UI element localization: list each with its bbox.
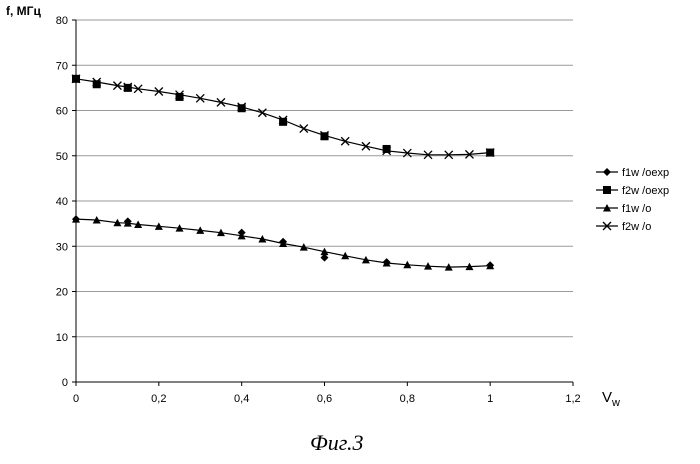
y-tick-label: 60 [56, 106, 68, 118]
y-axis-title: f, МГц [6, 4, 41, 18]
legend-marker [603, 168, 611, 176]
x-tick-label: 0,8 [400, 393, 415, 405]
legend-label: f1w /o [622, 203, 651, 215]
data-point [341, 137, 349, 145]
x-axis-title: Vw [602, 389, 620, 409]
legend-item: f1w /o [596, 203, 651, 215]
y-tick-label: 40 [56, 196, 68, 208]
legend: f1w /oexp f2w /oexp f1w /o f2w /o [596, 167, 669, 233]
data-point [383, 145, 391, 153]
x-tick-label: 0,2 [151, 393, 166, 405]
series-f1w-o [72, 215, 494, 270]
series-layer [72, 75, 494, 271]
legend-item: f1w /oexp [596, 167, 669, 179]
legend-label: f2w /o [622, 221, 651, 233]
x-tick-label: 1 [487, 393, 493, 405]
y-tick-labels: 0 10 20 30 40 50 60 70 80 [56, 15, 76, 389]
x-tick-labels: 0 0,2 0,4 0,6 0,8 1 1,2 [73, 382, 581, 405]
x-tick-label: 0,6 [317, 393, 332, 405]
y-tick-label: 70 [56, 60, 68, 72]
legend-label: f1w /oexp [622, 167, 669, 179]
x-tick-label: 0,4 [234, 393, 249, 405]
x-tick-label: 0 [73, 393, 79, 405]
y-tick-label: 50 [56, 151, 68, 163]
y-tick-label: 10 [56, 332, 68, 344]
legend-item: f2w /o [596, 221, 651, 233]
x-axis-title-sub: w [611, 397, 620, 409]
data-point [258, 109, 266, 117]
legend-label: f2w /oexp [622, 185, 669, 197]
series-line [76, 79, 490, 155]
y-tick-label: 20 [56, 287, 68, 299]
figure-caption: Фиг.3 [310, 430, 364, 455]
series-f2w-oexp [72, 75, 494, 157]
y-tick-label: 0 [62, 377, 68, 389]
series-f2w-o [72, 75, 494, 159]
x-axis-title-main: V [602, 389, 612, 406]
y-tick-label: 80 [56, 15, 68, 27]
legend-marker [603, 186, 611, 194]
y-tick-label: 30 [56, 241, 68, 253]
grid-lines [76, 20, 573, 337]
chart: 0 10 20 30 40 50 60 70 80 0 0,2 0,4 0,6 0,8 1 1,2 f, М… [0, 0, 700, 464]
x-tick-label: 1,2 [565, 393, 580, 405]
legend-item: f2w /oexp [596, 185, 669, 197]
data-point [300, 125, 308, 133]
